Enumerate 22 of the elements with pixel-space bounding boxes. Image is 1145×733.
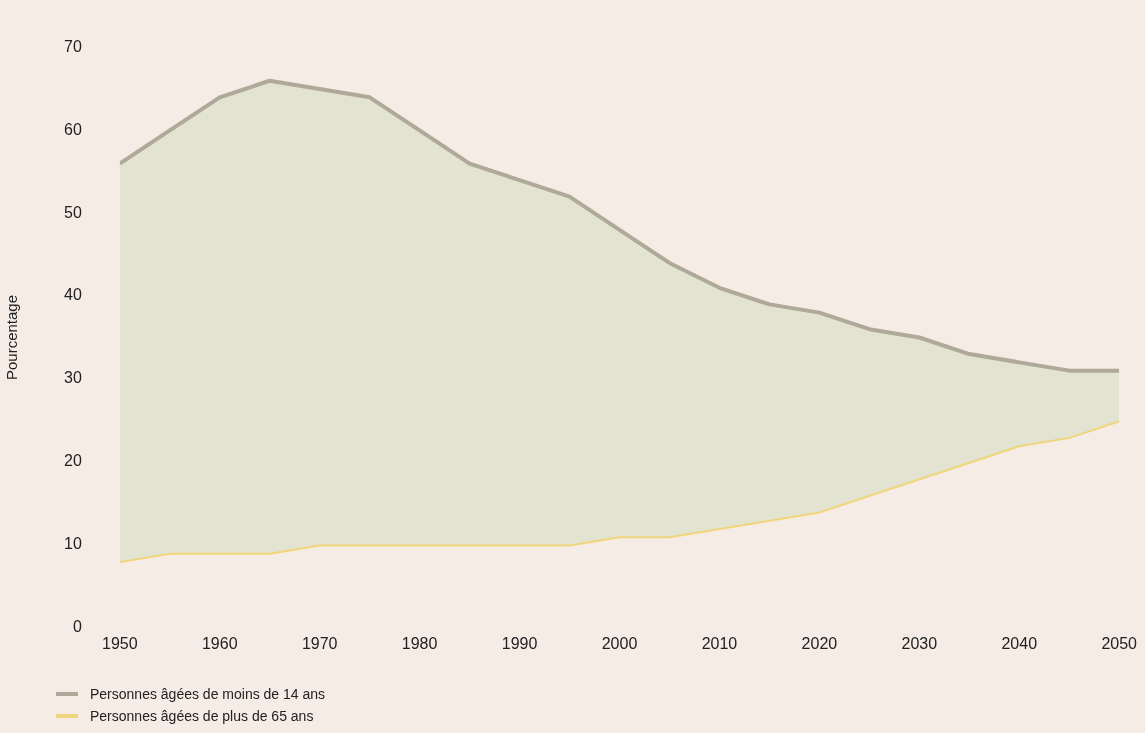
x-tick-label: 1980 <box>401 635 438 653</box>
y-tick-label: 20 <box>64 452 82 470</box>
y-tick-label: 10 <box>64 534 82 552</box>
x-tick-label: 1950 <box>102 635 138 653</box>
legend-label: Personnes âgées de moins de 14 ans <box>90 686 326 702</box>
y-axis-title: Pourcentage <box>3 294 21 381</box>
x-tick-label: 2030 <box>901 635 938 653</box>
x-tick-label: 2010 <box>701 635 738 653</box>
x-tick-label: 2000 <box>601 635 638 653</box>
y-tick-label: 40 <box>64 286 82 304</box>
x-tick-label: 1970 <box>301 635 338 653</box>
y-tick-label: 0 <box>72 617 82 635</box>
y-tick-label: 30 <box>64 369 82 387</box>
x-tick-label: 2020 <box>801 635 838 653</box>
x-tick-label: 1990 <box>501 635 538 653</box>
x-tick-label: 2040 <box>1001 635 1038 653</box>
x-tick-label: 2050 <box>1101 635 1138 653</box>
y-tick-label: 50 <box>64 203 82 221</box>
y-tick-label: 70 <box>64 38 82 56</box>
y-tick-label: 60 <box>64 120 82 138</box>
legend-label: Personnes âgées de plus de 65 ans <box>90 708 314 724</box>
x-tick-label: 1960 <box>201 635 238 653</box>
